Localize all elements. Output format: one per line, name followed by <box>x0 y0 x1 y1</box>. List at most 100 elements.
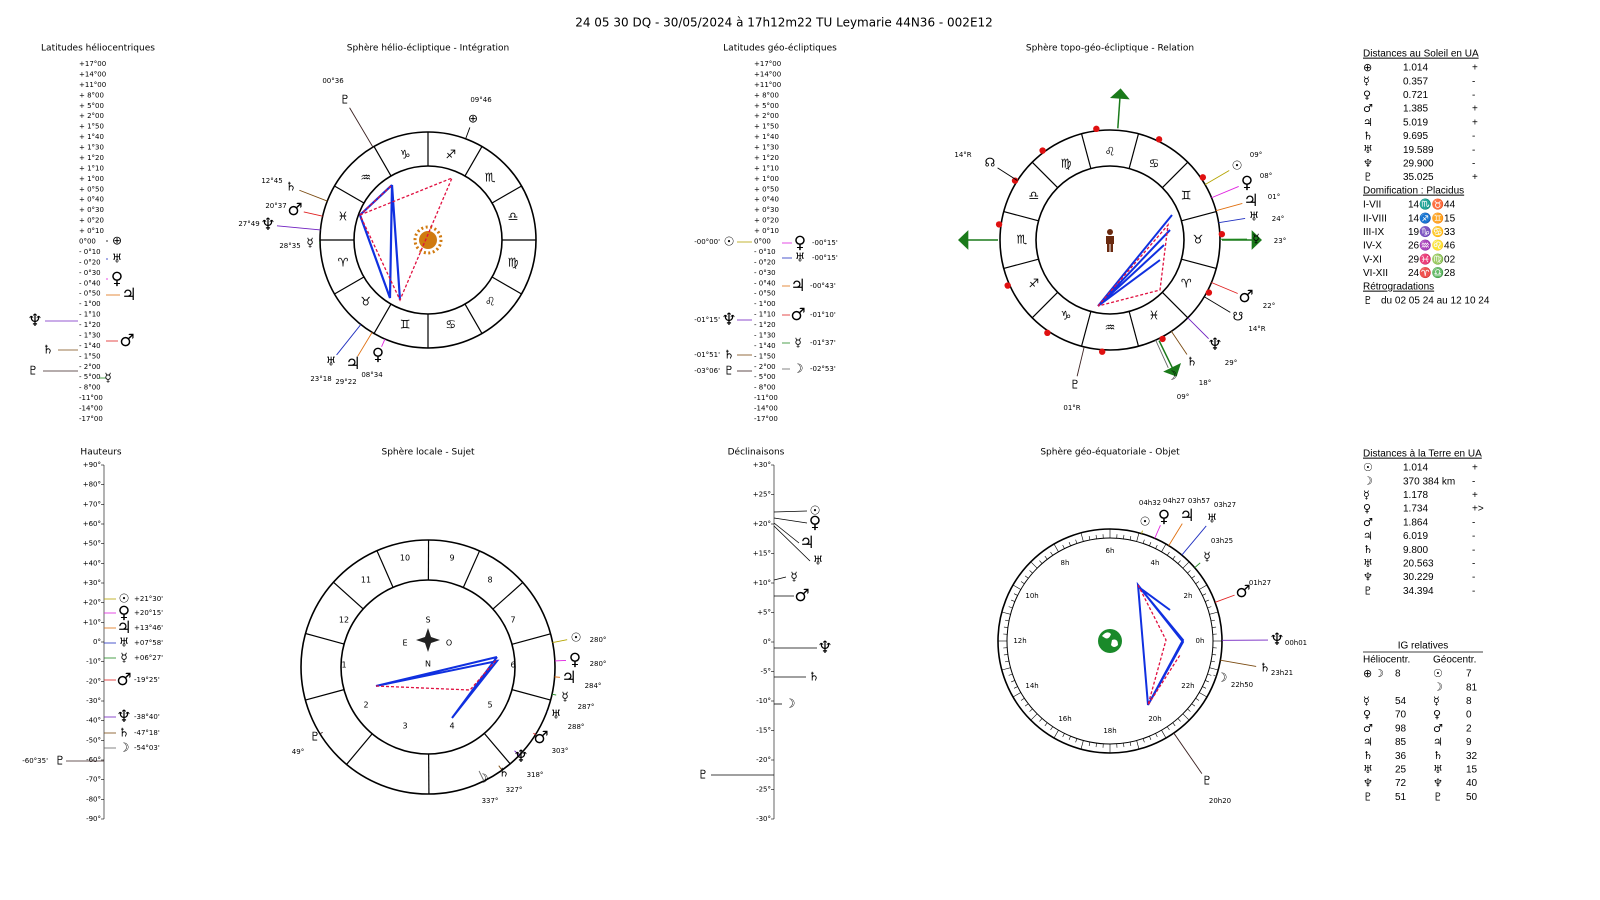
value-label: -01°37' <box>810 339 836 347</box>
wheel-spoke <box>305 632 345 645</box>
value-label: -00°15' <box>812 254 838 262</box>
table-cell: VI-XII <box>1363 268 1388 279</box>
scale-label: - 0°50 <box>79 290 101 298</box>
table-trend: + <box>1472 172 1478 183</box>
hour-tick <box>1212 626 1217 628</box>
connector-line <box>1204 296 1231 313</box>
sign-glyph: ♌ <box>1105 145 1116 159</box>
sign-glyph: ♋ <box>1149 156 1160 170</box>
hour-tick <box>1207 673 1212 676</box>
value-label: 14°R <box>1248 325 1265 333</box>
arrow-head <box>1110 88 1130 100</box>
connector-line <box>349 107 374 148</box>
scale-label: 0°00 <box>79 238 96 246</box>
wheel-spoke <box>464 303 483 334</box>
house-dot <box>995 221 1003 228</box>
scale-label: -11°00 <box>79 394 103 402</box>
compass-label: E <box>402 639 407 648</box>
table-header: Géocentr. <box>1433 655 1476 666</box>
hour-tick <box>1212 654 1217 656</box>
scale-label: +20° <box>753 520 771 528</box>
hour-tick <box>1088 741 1091 747</box>
hour-tick <box>1149 542 1152 546</box>
table-glyph: ⊕ <box>1363 667 1372 680</box>
wheel-spoke <box>464 146 483 177</box>
house-number: 12 <box>339 616 349 625</box>
value-label: -38°40' <box>134 713 160 721</box>
value-label: -60°35' <box>22 757 48 765</box>
table-glyph: ♀ <box>1363 502 1371 515</box>
table-trend: - <box>1472 517 1475 528</box>
scale-label: -30° <box>86 697 101 705</box>
scale-label: + 8°00 <box>79 91 104 99</box>
table-value: 35.025 <box>1403 172 1434 183</box>
compass-icon <box>416 628 440 652</box>
scale-label: + 1°00 <box>754 175 779 183</box>
table-glyph: ♅ <box>1433 763 1443 776</box>
connector-line <box>997 167 1018 181</box>
planet-glyph: ♅ <box>551 708 562 722</box>
value-label: -01°51' <box>694 351 720 359</box>
table-value: 19.589 <box>1403 145 1434 156</box>
arrow-head <box>1251 230 1262 250</box>
planet-glyph: ♄ <box>724 348 735 362</box>
value-label: 49° <box>292 748 304 756</box>
scale-label: + 5°00 <box>79 102 104 110</box>
hour-tick <box>1011 680 1015 683</box>
value-label: 337° <box>482 797 499 805</box>
value-label: -02°53' <box>810 365 836 373</box>
planet-glyph: ♆ <box>721 310 736 330</box>
planet-glyph: ♄ <box>1187 355 1198 369</box>
table-value: 36 <box>1395 751 1407 762</box>
planet-glyph: ♃ <box>1179 506 1194 526</box>
table-trend: - <box>1472 476 1475 487</box>
wheel-spoke <box>346 733 373 765</box>
table-title: Rétrogradations <box>1363 282 1434 293</box>
scale-label: -70° <box>86 776 101 784</box>
hour-tick <box>1075 539 1078 544</box>
value-label: -03°06' <box>694 367 720 375</box>
scale-label: - 1°30 <box>79 331 101 339</box>
hour-tick <box>1020 581 1025 585</box>
sign-glyph: ♐ <box>1028 277 1039 291</box>
value-label: +07°58' <box>134 639 163 647</box>
scale-label: - 2°00 <box>79 363 101 371</box>
value-label: -00°43' <box>810 282 836 290</box>
scale-label: - 0°30 <box>79 269 101 277</box>
value-label: 18° <box>1199 379 1211 387</box>
value-label: +20°15' <box>134 609 163 617</box>
value-label: 08° <box>1260 172 1272 180</box>
scale-label: - 1°40 <box>79 342 101 350</box>
scale-label: +70° <box>83 500 101 508</box>
hour-tick <box>1172 555 1176 560</box>
hour-label: 0h <box>1196 637 1205 645</box>
table-glyph: ♂ <box>1363 722 1373 735</box>
table-cell: III-IX <box>1363 227 1384 238</box>
planet-glyph: ♃ <box>1243 191 1258 211</box>
table-value: 0.721 <box>1403 90 1428 101</box>
planet-glyph: ♇ <box>310 730 321 744</box>
table-value: 8 <box>1395 669 1401 680</box>
table-glyph: ♅ <box>1363 763 1373 776</box>
table-value: 6.019 <box>1403 531 1428 542</box>
connector-line <box>773 510 808 513</box>
value-label: 00h01 <box>1285 639 1307 647</box>
table-value: 15 <box>1466 765 1478 776</box>
wheel-spoke <box>305 689 345 701</box>
planet-glyph: ♄ <box>286 180 297 194</box>
hour-label: 6h <box>1106 547 1115 555</box>
table-glyph: ♀ <box>1363 88 1371 101</box>
hour-tick <box>1202 686 1207 689</box>
scale-label: + 0°20 <box>754 217 779 225</box>
hour-label: 12h <box>1013 637 1026 645</box>
house-number: 6 <box>510 661 515 670</box>
scale-label: +30° <box>83 579 101 587</box>
hour-tick <box>1003 626 1008 628</box>
hour-label: 16h <box>1058 715 1071 723</box>
value-label: 12°45 <box>261 177 282 185</box>
scale-label: - 0°40 <box>79 279 101 287</box>
house-number: 5 <box>487 701 492 710</box>
table-trend: - <box>1472 545 1475 556</box>
wheel-spoke <box>1003 258 1039 270</box>
hour-label: 10h <box>1025 592 1038 600</box>
